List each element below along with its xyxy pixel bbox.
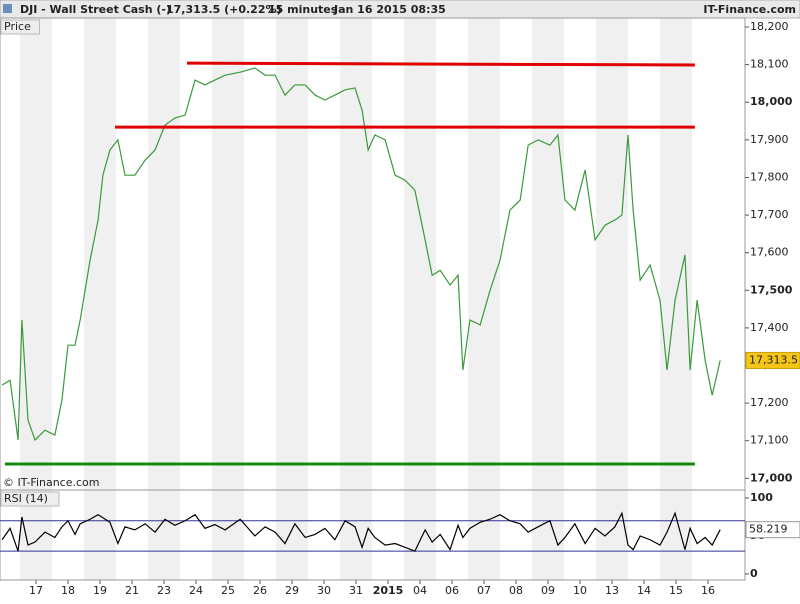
y-tick-label: 17,500 xyxy=(750,283,793,296)
x-tick-label: 26 xyxy=(253,584,267,597)
current-tag xyxy=(745,521,800,539)
y-tick-label: 17,000 xyxy=(750,471,793,484)
y-tick-label: 18,200 xyxy=(750,20,789,33)
day-band xyxy=(596,18,629,580)
x-tick-label: 08 xyxy=(509,584,523,597)
pane-title-box xyxy=(0,491,60,507)
x-tick-label: 23 xyxy=(157,584,171,597)
y-tick-label: 0 xyxy=(750,567,758,580)
x-tick-label: 16 xyxy=(701,584,715,597)
y-tick-label: 17,600 xyxy=(750,246,789,259)
header-icon xyxy=(3,4,12,13)
x-tick-label: 2015 xyxy=(373,584,404,597)
day-band xyxy=(404,18,437,580)
quote: 17,313.5 (+0.22%) xyxy=(166,3,282,16)
day-band xyxy=(148,18,181,580)
y-tick-label: 17,200 xyxy=(750,396,789,409)
pane-title-box xyxy=(0,19,40,35)
y-tick-label: 17,400 xyxy=(750,321,789,334)
day-band xyxy=(340,18,373,580)
interval: 15 minutes xyxy=(268,3,338,16)
x-tick-label: 24 xyxy=(189,584,203,597)
x-tick-label: 06 xyxy=(445,584,459,597)
x-tick-label: 15 xyxy=(669,584,683,597)
current-value: 17,313.5 xyxy=(749,353,798,366)
x-tick-label: 14 xyxy=(637,584,651,597)
x-tick-label: 17 xyxy=(29,584,43,597)
brand: IT-Finance.com xyxy=(703,3,796,16)
x-tick-label: 19 xyxy=(93,584,107,597)
x-tick-label: 10 xyxy=(573,584,587,597)
pane-title: RSI (14) xyxy=(4,492,48,505)
y-tick-label: 100 xyxy=(750,491,773,504)
pane-title: Price xyxy=(4,20,31,33)
y-tick-label: 17,900 xyxy=(750,133,789,146)
x-tick-label: 13 xyxy=(605,584,619,597)
day-band xyxy=(468,18,501,580)
pane-frame xyxy=(0,489,746,581)
series-line xyxy=(1,511,721,552)
x-tick-label: 29 xyxy=(285,584,299,597)
series-line xyxy=(1,67,721,442)
current-tag xyxy=(745,351,800,369)
y-tick-label: 18,000 xyxy=(750,95,793,108)
x-tick-label: 21 xyxy=(125,584,139,597)
current-value: 58.219 xyxy=(749,523,788,536)
x-tick-label: 30 xyxy=(317,584,331,597)
day-band xyxy=(84,18,117,580)
day-band xyxy=(532,18,565,580)
day-band xyxy=(20,18,53,580)
symbol: DJI - Wall Street Cash (-) xyxy=(20,3,171,16)
y-tick-label: 17,100 xyxy=(750,434,789,447)
datetime: Jan 16 2015 08:35 xyxy=(333,3,446,16)
trend-line xyxy=(187,61,695,67)
x-tick-label: 07 xyxy=(477,584,491,597)
x-tick-label: 31 xyxy=(349,584,363,597)
day-band xyxy=(276,18,309,580)
y-tick-label: 18,100 xyxy=(750,58,789,71)
day-band xyxy=(212,18,245,580)
y-tick-label: 17,700 xyxy=(750,208,789,221)
x-tick-label: 04 xyxy=(413,584,427,597)
source: © IT-Finance.com xyxy=(3,476,100,489)
y-tick-label: 17,800 xyxy=(750,170,789,183)
x-tick-label: 18 xyxy=(61,584,75,597)
x-tick-label: 25 xyxy=(221,584,235,597)
x-tick-label: 09 xyxy=(541,584,555,597)
